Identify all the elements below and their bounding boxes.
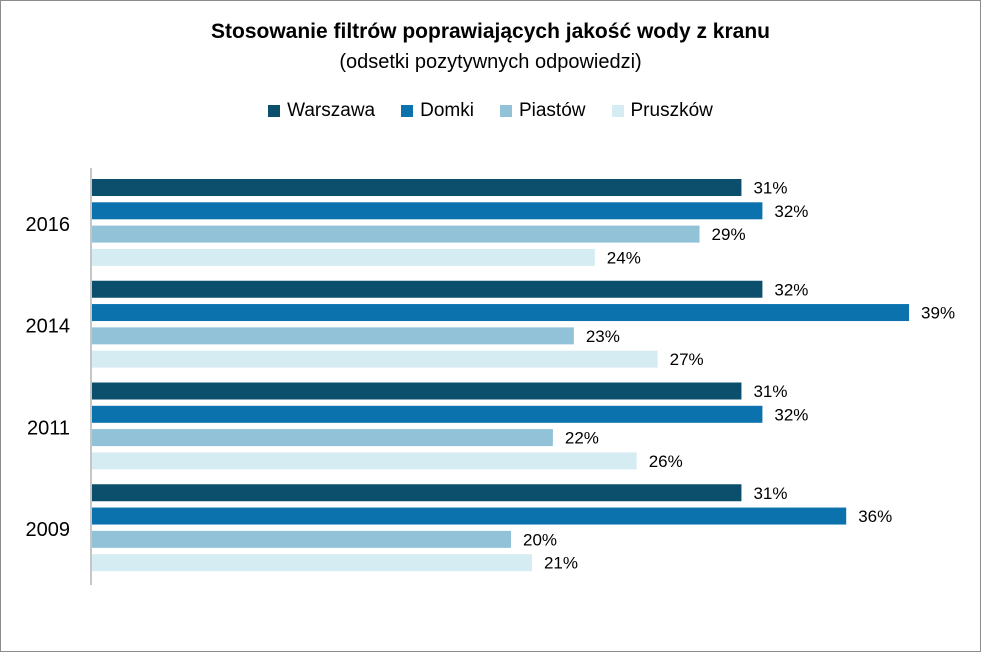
value-label-2009-pruszków: 21% bbox=[544, 554, 578, 573]
legend-label-warszawa: Warszawa bbox=[287, 100, 376, 121]
bar-2011-pruszków bbox=[92, 452, 637, 470]
value-label-2016-domki: 32% bbox=[774, 202, 808, 221]
bar-2014-piastów bbox=[92, 327, 574, 345]
category-label-2014: 2014 bbox=[26, 316, 71, 338]
bar-2014-pruszków bbox=[92, 350, 658, 368]
legend-item-warszawa: Warszawa bbox=[268, 100, 375, 122]
bar-2009-piastów bbox=[92, 530, 511, 548]
legend-item-pruszkow: Pruszków bbox=[611, 100, 713, 122]
legend: Warszawa Domki Piastów Pruszków bbox=[0, 100, 981, 122]
value-label-2014-piastów: 23% bbox=[586, 327, 620, 346]
value-label-2014-pruszków: 27% bbox=[670, 350, 704, 369]
value-label-2014-domki: 39% bbox=[921, 304, 955, 323]
bar-2009-pruszków bbox=[92, 554, 532, 572]
legend-swatch-domki bbox=[401, 105, 414, 117]
bar-2009-domki bbox=[92, 507, 847, 525]
bar-2016-domki bbox=[92, 202, 763, 220]
chart-title: Stosowanie filtrów poprawiających jakość… bbox=[211, 20, 770, 43]
category-label-2009: 2009 bbox=[26, 519, 71, 541]
value-label-2009-warszawa: 31% bbox=[753, 484, 787, 503]
bar-2011-piastów bbox=[92, 429, 553, 447]
value-label-2009-domki: 36% bbox=[858, 507, 892, 526]
legend-swatch-pruszkow bbox=[611, 105, 624, 117]
value-label-2011-piastów: 22% bbox=[565, 429, 599, 448]
legend-label-piastow: Piastów bbox=[518, 100, 586, 121]
value-label-2014-warszawa: 32% bbox=[774, 280, 808, 299]
value-label-2011-warszawa: 31% bbox=[753, 382, 787, 401]
bar-2011-domki bbox=[92, 405, 763, 423]
category-label-2011: 2011 bbox=[27, 417, 70, 439]
bar-2016-pruszków bbox=[92, 248, 595, 266]
legend-swatch-piastow bbox=[499, 105, 512, 117]
legend-label-domki: Domki bbox=[420, 100, 474, 121]
legend-item-piastow: Piastów bbox=[499, 100, 586, 122]
value-label-2009-piastów: 20% bbox=[523, 530, 557, 549]
bar-2016-piastów bbox=[92, 225, 700, 243]
legend-swatch-warszawa bbox=[268, 105, 281, 117]
value-label-2011-pruszków: 26% bbox=[649, 452, 683, 471]
bar-2016-warszawa bbox=[92, 179, 742, 196]
value-label-2016-piastów: 29% bbox=[712, 225, 746, 244]
value-label-2016-pruszków: 24% bbox=[607, 248, 641, 267]
value-label-2011-domki: 32% bbox=[774, 405, 808, 424]
bar-2014-domki bbox=[92, 304, 910, 322]
legend-label-pruszkow: Pruszków bbox=[630, 100, 713, 121]
bar-2014-warszawa bbox=[92, 280, 763, 298]
chart-subtitle: (odsetki pozytywnych odpowiedzi) bbox=[339, 51, 642, 73]
legend-item-domki: Domki bbox=[401, 100, 474, 122]
category-label-2016: 2016 bbox=[26, 214, 71, 236]
bar-2011-warszawa bbox=[92, 382, 742, 400]
value-label-2016-warszawa: 31% bbox=[753, 179, 787, 198]
bar-2009-warszawa bbox=[92, 484, 742, 502]
